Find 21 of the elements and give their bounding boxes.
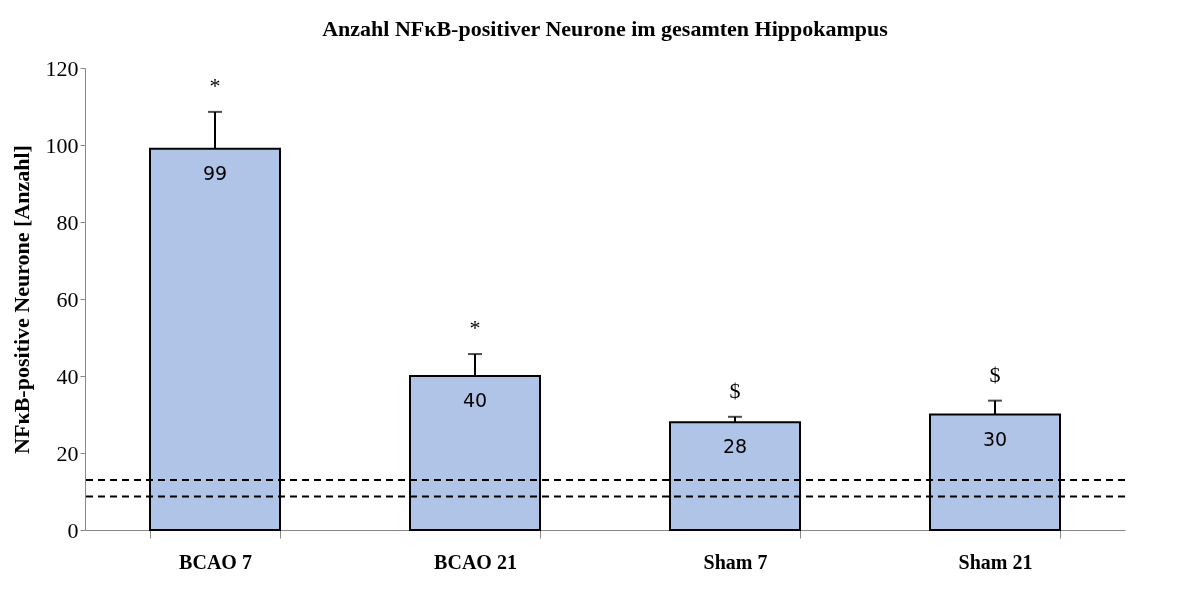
x-tick-label: Sham 7 [703,550,768,573]
y-axis-title: NFκB-positive Neurone [Anzahl] [8,145,34,454]
data-label: 40 [462,389,488,411]
annotation: $ [989,361,1001,387]
annotation: * [209,72,221,98]
annotation: * [469,315,481,341]
y-tick-label: 60 [56,286,79,312]
x-tick-label: BCAO 7 [179,550,252,573]
x-tick-label: BCAO 21 [434,550,517,573]
x-tick-label: Sham 21 [958,550,1033,573]
y-tick-label: 20 [56,440,79,466]
y-tick-label: 80 [56,209,79,235]
y-tick-label: 0 [67,517,79,543]
chart-title: Anzahl NFκB-positiver Neurone im gesamten Hippokampus [322,16,889,41]
y-tick-label: 120 [45,55,79,81]
data-label: 28 [722,435,748,458]
data-label: 30 [982,427,1008,450]
y-tick-label: 40 [56,363,79,389]
annotation: $ [729,377,741,403]
data-label: 99 [202,161,228,184]
y-tick-label: 100 [45,132,79,158]
